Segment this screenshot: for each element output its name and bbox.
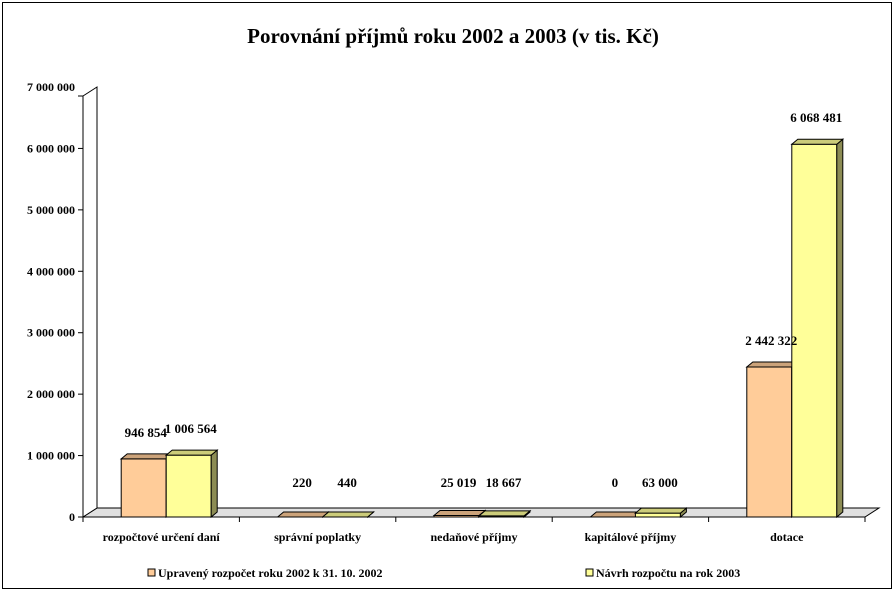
bar-side (210, 449, 218, 519)
data-label: 0 (612, 475, 619, 490)
bar-top (745, 361, 800, 368)
data-label: 2 442 322 (745, 333, 797, 348)
y-tick-label: 2 000 000 (27, 387, 75, 401)
bar-side (836, 138, 844, 519)
bar (164, 449, 219, 519)
bar (634, 507, 688, 519)
bars (119, 138, 845, 519)
bar-top (589, 511, 643, 518)
bar (119, 452, 174, 519)
bar (321, 510, 375, 519)
y-tick-label: 6 000 000 (27, 141, 75, 155)
legend-entry: Návrh rozpočtu na rok 2003 (585, 566, 740, 580)
bar-front (165, 454, 212, 518)
y-axis: 0 1 000 000 2 000 000 3 000 000 4 000 000 5 0… (27, 80, 84, 524)
bar-top (432, 509, 487, 516)
legend: Upravený rozpočet roku 2002 k 31. 10. 20… (147, 566, 740, 580)
bar-top (119, 453, 174, 460)
data-label: 63 000 (642, 475, 678, 490)
bar-front (791, 143, 838, 518)
x-category-label: dotace (770, 530, 804, 544)
data-label: 946 854 (125, 425, 168, 440)
y-tick-label: 5 000 000 (27, 203, 75, 217)
plot-side-wall (82, 86, 98, 518)
bar (790, 138, 845, 519)
data-label: 220 (292, 475, 312, 490)
bar-top (477, 510, 532, 517)
bar (276, 510, 330, 519)
bar (589, 511, 643, 518)
chart-title: Porovnání příjmů roku 2002 a 2003 (v tis… (247, 24, 659, 48)
bar-top (276, 511, 330, 518)
bar-top (164, 449, 219, 456)
data-label: 1 006 564 (165, 421, 218, 436)
legend-entry: Upravený rozpočet roku 2002 k 31. 10. 20… (147, 566, 383, 580)
legend-label: Upravený rozpočet roku 2002 k 31. 10. 20… (158, 566, 383, 580)
bar-top (634, 507, 688, 514)
data-label: 440 (337, 475, 357, 490)
x-category-label: správní poplatky (274, 530, 361, 544)
bar-top (321, 511, 375, 518)
legend-label: Návrh rozpočtu na rok 2003 (596, 566, 740, 580)
y-tick-label: 0 (69, 510, 75, 524)
x-category-label: nedaňové příjmy (431, 530, 518, 544)
y-tick-label: 3 000 000 (27, 326, 75, 340)
x-category-label: rozpočtové určení daní (103, 530, 221, 544)
x-axis: rozpočtové určení daní správní poplatky ne… (82, 516, 866, 544)
data-label: 25 019 (441, 475, 477, 490)
legend-swatch (585, 568, 594, 577)
plot-back-wall (96, 87, 879, 509)
bar (477, 509, 532, 519)
bar-front (634, 512, 681, 518)
data-label: 6 068 481 (790, 110, 842, 125)
x-category-label: kapitálové příjmy (585, 530, 677, 544)
y-tick-label: 4 000 000 (27, 264, 75, 278)
bar-front (120, 458, 167, 518)
legend-swatch (147, 568, 156, 577)
bar (745, 360, 800, 519)
bar-top (790, 138, 845, 145)
y-tick-label: 7 000 000 (27, 80, 75, 94)
bar (432, 509, 487, 519)
y-tick-label: 1 000 000 (27, 449, 75, 463)
data-label: 18 667 (486, 475, 522, 490)
bar-front (746, 366, 793, 518)
